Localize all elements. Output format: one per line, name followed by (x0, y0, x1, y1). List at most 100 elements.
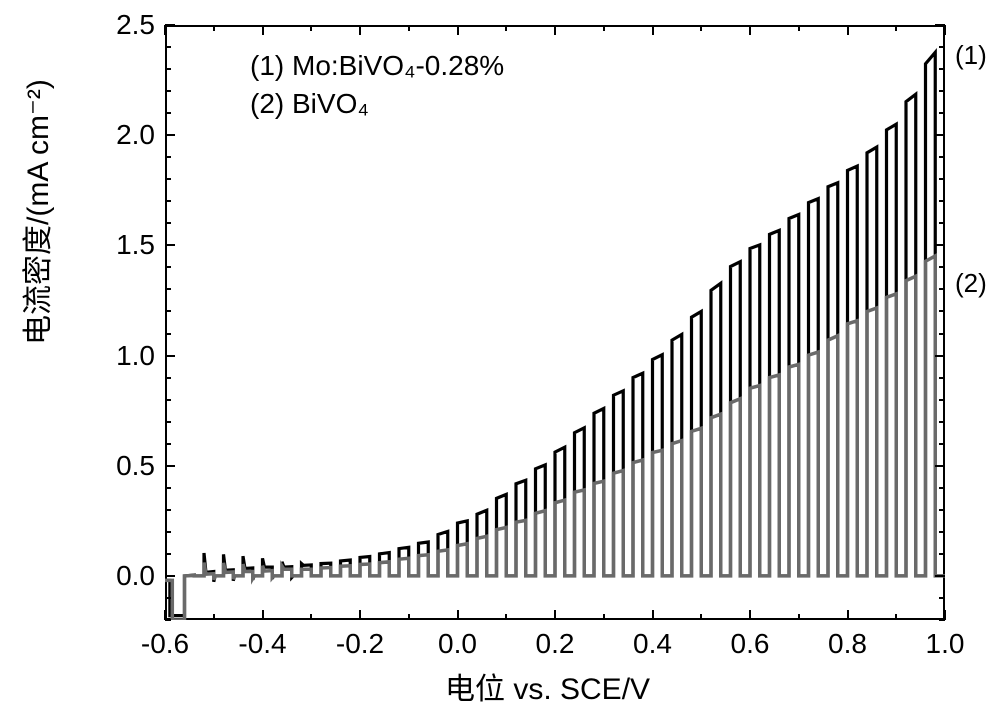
y-tick-major-right (935, 575, 945, 577)
y-tick-minor (165, 597, 171, 599)
y-tick-label: 2.0 (105, 119, 155, 151)
y-tick-minor-right (939, 178, 945, 180)
y-tick-minor-right (939, 421, 945, 423)
x-tick-minor (798, 614, 800, 620)
y-tick-minor-right (939, 156, 945, 158)
x-tick-major (652, 610, 654, 620)
x-tick-label: -0.6 (141, 628, 189, 660)
y-tick-minor-right (939, 90, 945, 92)
x-tick-minor (895, 614, 897, 620)
x-tick-major (262, 610, 264, 620)
x-tick-minor (310, 614, 312, 620)
x-tick-label: 1.0 (926, 628, 965, 660)
y-tick-minor-right (939, 487, 945, 489)
y-tick-minor (165, 553, 171, 555)
x-tick-major-top (652, 25, 654, 35)
y-tick-minor (165, 288, 171, 290)
x-tick-minor-top (700, 25, 702, 31)
y-tick-minor (165, 333, 171, 335)
x-tick-label: -0.2 (336, 628, 384, 660)
y-tick-minor-right (939, 222, 945, 224)
y-tick-minor (165, 222, 171, 224)
y-tick-minor-right (939, 288, 945, 290)
y-tick-major-right (935, 24, 945, 26)
x-axis-label: 电位 vs. SCE/V (445, 664, 650, 708)
y-tick-minor (165, 90, 171, 92)
series-annotation-1: (1) (955, 40, 987, 71)
y-tick-minor (165, 377, 171, 379)
legend: (1) Mo:BiVO₄-0.28% (2) BiVO₄ (250, 50, 504, 126)
x-tick-minor (700, 614, 702, 620)
x-tick-major-top (359, 25, 361, 35)
x-tick-minor-top (603, 25, 605, 31)
y-tick-minor (165, 46, 171, 48)
y-tick-minor-right (939, 310, 945, 312)
y-tick-label: 1.5 (105, 229, 155, 261)
y-tick-minor-right (939, 619, 945, 621)
x-tick-major-top (457, 25, 459, 35)
y-tick-minor (165, 156, 171, 158)
y-tick-minor-right (939, 553, 945, 555)
x-tick-major-top (944, 25, 946, 35)
y-tick-major (165, 355, 175, 357)
legend-item-1: (1) Mo:BiVO₄-0.28% (250, 50, 504, 82)
x-tick-minor-top (213, 25, 215, 31)
y-tick-minor (165, 443, 171, 445)
x-tick-minor (603, 614, 605, 620)
y-tick-minor (165, 619, 171, 621)
x-tick-major (457, 610, 459, 620)
legend-item-2: (2) BiVO₄ (250, 88, 504, 120)
x-tick-minor (505, 614, 507, 620)
y-tick-minor-right (939, 68, 945, 70)
chart-container: 电流密度/(mA cm⁻²) 电位 vs. SCE/V (1) Mo:BiVO₄… (0, 0, 1000, 718)
x-tick-minor-top (798, 25, 800, 31)
y-tick-minor-right (939, 399, 945, 401)
x-tick-minor-top (505, 25, 507, 31)
x-tick-label: 0.4 (633, 628, 672, 660)
y-tick-major-right (935, 134, 945, 136)
x-tick-major-top (262, 25, 264, 35)
x-tick-major (554, 610, 556, 620)
y-tick-minor-right (939, 531, 945, 533)
y-tick-major (165, 575, 175, 577)
y-tick-minor-right (939, 46, 945, 48)
x-tick-label: -0.4 (238, 628, 286, 660)
y-tick-minor-right (939, 266, 945, 268)
x-tick-major (359, 610, 361, 620)
x-tick-major (847, 610, 849, 620)
x-tick-minor (408, 614, 410, 620)
x-tick-label: 0.6 (731, 628, 770, 660)
y-tick-minor-right (939, 443, 945, 445)
y-tick-label: 0.5 (105, 450, 155, 482)
x-tick-minor-top (408, 25, 410, 31)
y-tick-minor-right (939, 200, 945, 202)
y-tick-minor (165, 112, 171, 114)
y-tick-minor (165, 487, 171, 489)
y-tick-minor (165, 266, 171, 268)
y-tick-minor (165, 178, 171, 180)
x-tick-major-top (847, 25, 849, 35)
y-tick-major (165, 24, 175, 26)
x-tick-minor (213, 614, 215, 620)
x-tick-label: 0.8 (828, 628, 867, 660)
y-tick-major (165, 134, 175, 136)
x-tick-label: 0.2 (536, 628, 575, 660)
y-tick-minor (165, 399, 171, 401)
y-tick-minor-right (939, 112, 945, 114)
y-tick-minor-right (939, 509, 945, 511)
series-annotation-2: (2) (955, 268, 987, 299)
y-tick-label: 0.0 (105, 560, 155, 592)
y-tick-minor (165, 310, 171, 312)
y-tick-label: 1.0 (105, 340, 155, 372)
y-tick-minor-right (939, 597, 945, 599)
x-tick-minor-top (895, 25, 897, 31)
y-tick-major (165, 244, 175, 246)
y-axis-label: 电流密度/(mA cm⁻²) (13, 315, 57, 345)
x-tick-major (749, 610, 751, 620)
y-tick-minor (165, 200, 171, 202)
y-tick-major-right (935, 355, 945, 357)
y-tick-major-right (935, 465, 945, 467)
x-tick-major-top (749, 25, 751, 35)
y-tick-minor (165, 509, 171, 511)
y-tick-minor-right (939, 333, 945, 335)
